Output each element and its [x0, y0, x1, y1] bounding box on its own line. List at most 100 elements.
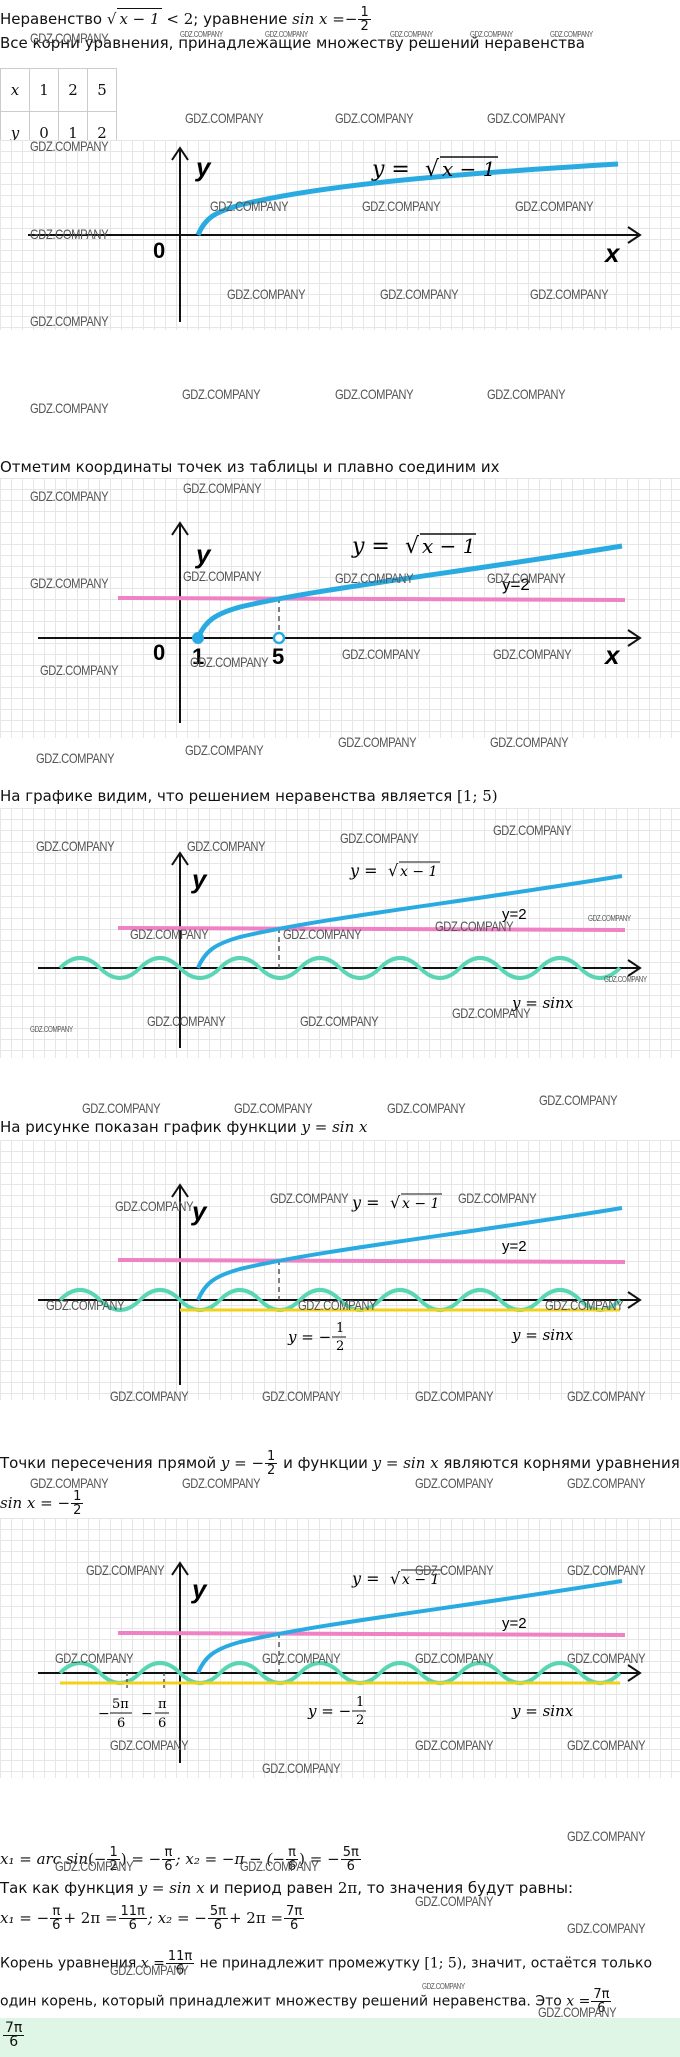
line-y-equals-2 [117, 1631, 626, 1637]
watermark: GDZ.COMPANY [185, 110, 264, 126]
watermark: GDZ.COMPANY [183, 568, 262, 584]
watermark: GDZ.COMPANY [55, 1650, 134, 1666]
origin-label: 0 [153, 238, 165, 263]
watermark: GDZ.COMPANY [415, 1388, 494, 1404]
line-y-equals-2 [117, 926, 626, 932]
hline-frac-num: 1 [336, 1321, 344, 1336]
sine-label: y = sinx [511, 1702, 574, 1720]
watermark: GDZ.COMPANY [567, 1920, 646, 1936]
watermark: GDZ.COMPANY [530, 286, 609, 302]
watermark: GDZ.COMPANY [110, 1737, 189, 1753]
sine-label: y = sinx [511, 1326, 574, 1344]
watermark: GDZ.COMPANY [115, 1198, 194, 1214]
graph-horizontal-line: y y=2 y = √ x − 1 y = sinx y = − 1 2 [0, 1140, 680, 1400]
table-cell: 2 [58, 68, 88, 112]
y2-label: y=2 [502, 1615, 527, 1632]
watermark: GDZ.COMPANY [183, 480, 262, 496]
sqrt-formula-prefix: y = [351, 534, 390, 559]
watermark: GDZ.COMPANY [190, 654, 269, 670]
watermark: GDZ.COMPANY [180, 30, 223, 39]
sqrt-formula-radicand: x − 1 [402, 1572, 439, 1588]
radical-sign: √ [390, 1569, 401, 1588]
sine-curve [58, 956, 622, 980]
watermark: GDZ.COMPANY [415, 1475, 494, 1491]
watermark: GDZ.COMPANY [82, 1100, 161, 1116]
watermark: GDZ.COMPANY [487, 110, 566, 126]
problem-title: Неравенство √ x − 1 < 2; уравнение sin x … [0, 5, 371, 34]
y-axis-label: y [190, 1196, 208, 1226]
watermark: GDZ.COMPANY [300, 1013, 379, 1029]
watermark: GDZ.COMPANY [30, 1475, 109, 1491]
radical-sign: √ [388, 861, 399, 880]
step4-text: На рисунке показан график функции y = si… [0, 1118, 368, 1136]
watermark: GDZ.COMPANY [567, 1562, 646, 1578]
sqrt-curve [195, 543, 623, 640]
watermark: GDZ.COMPANY [550, 30, 593, 39]
watermark: GDZ.COMPANY [30, 226, 109, 242]
conclusion-line1: Корень уравнения x = 11π 6 не принадлежит … [0, 1949, 653, 1978]
sqrt-curve [195, 161, 619, 237]
watermark: GDZ.COMPANY [335, 386, 414, 402]
y-axis-arrow [171, 146, 189, 161]
answer-box: 7π 6 [0, 2018, 680, 2057]
sine-label: y = sinx [511, 994, 574, 1012]
step5-equation: sin x = −1 2 [0, 1489, 84, 1518]
step5-text: Точки пересечения прямой y = −1 2 и функц… [0, 1449, 680, 1478]
y-axis-label: y [190, 1574, 208, 1604]
watermark: GDZ.COMPANY [298, 1297, 377, 1313]
watermark: GDZ.COMPANY [422, 1982, 465, 1991]
table-cell: 5 [87, 68, 117, 112]
watermark: GDZ.COMPANY [415, 1650, 494, 1666]
hline-label: y = − [307, 1702, 351, 1720]
shifted-roots: x₁ = − π 6 + 2π = 11π 6; x₂ = −5π 6 + 2π = 7π 6 [0, 1904, 305, 1933]
watermark: GDZ.COMPANY [30, 400, 109, 416]
y-axis-label: y [194, 539, 212, 569]
watermark: GDZ.COMPANY [234, 1100, 313, 1116]
roots-formula: x₁ = arc sin(− 1 2) = − π 6; x₂ = −π − (− π 6)… [0, 1845, 361, 1874]
watermark: GDZ.COMPANY [130, 926, 209, 942]
y-axis-label: y [194, 152, 212, 182]
table-cell: 1 [29, 68, 59, 112]
watermark: GDZ.COMPANY [262, 1650, 341, 1666]
root1-minus: − [98, 1706, 110, 1722]
y2-label: y=2 [502, 575, 530, 594]
watermark: GDZ.COMPANY [567, 1737, 646, 1753]
line-y-equals-2 [117, 1258, 626, 1264]
sqrt-expression: √ x − 1 [106, 8, 162, 28]
sqrt-formula-radicand: x − 1 [442, 157, 495, 181]
watermark: GDZ.COMPANY [338, 734, 417, 750]
period-text: Так как функция y = sin x и период равен… [0, 1879, 574, 1897]
watermark: GDZ.COMPANY [342, 646, 421, 662]
tick-label-1: 1 [192, 644, 204, 669]
sqrt-formula-prefix: y = [371, 157, 410, 182]
x-axis-arrow [627, 226, 642, 244]
root2-den: 6 [158, 1716, 166, 1731]
watermark: GDZ.COMPANY [40, 662, 119, 678]
watermark: GDZ.COMPANY [604, 975, 647, 984]
radical-sign: √ [405, 534, 420, 559]
hline-frac-den: 2 [356, 1713, 364, 1728]
radical-sign: √ [390, 1193, 401, 1212]
y-axis-arrow [171, 1561, 189, 1576]
watermark: GDZ.COMPANY [182, 1475, 261, 1491]
root2-minus: − [141, 1706, 153, 1722]
graph-table-points-svg: y x 0 1 5 y=2 y = √ x − 1 [38, 521, 642, 723]
watermark: GDZ.COMPANY [390, 30, 433, 39]
tick-label-5: 5 [272, 644, 284, 669]
line-y-equals-2 [117, 596, 626, 602]
watermark: GDZ.COMPANY [265, 30, 308, 39]
y-axis-arrow [171, 1183, 189, 1198]
watermark: GDZ.COMPANY [30, 30, 109, 46]
graph-sqrt-svg: y x 0 y = √ x − 1 [28, 146, 642, 322]
root1-num: 5π [112, 1697, 129, 1712]
watermark: GDZ.COMPANY [567, 1475, 646, 1491]
watermark: GDZ.COMPANY [493, 822, 572, 838]
graph-table-points: y x 0 1 5 y=2 y = √ x − 1 [0, 478, 680, 738]
interval: [1; 5) [457, 787, 498, 805]
watermark: GDZ.COMPANY [539, 1092, 618, 1108]
watermark: GDZ.COMPANY [30, 313, 109, 329]
point-1-0 [192, 632, 204, 644]
sqrt-formula-radicand: x − 1 [422, 534, 475, 558]
watermark: GDZ.COMPANY [227, 286, 306, 302]
x-axis-arrow [627, 1291, 642, 1309]
